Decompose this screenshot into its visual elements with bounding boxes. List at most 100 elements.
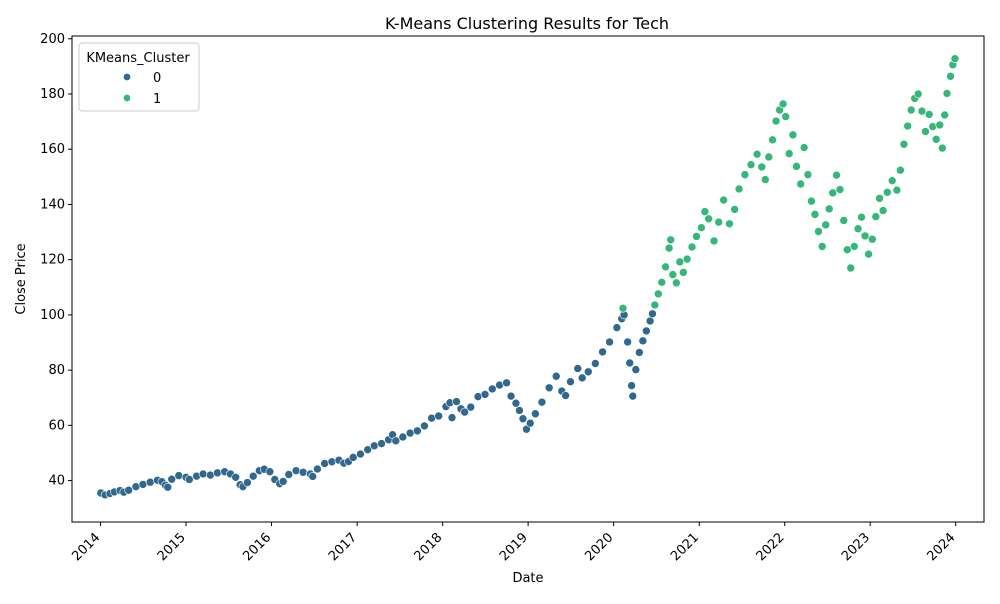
data-point-cluster-0 [573,364,583,373]
data-point-cluster-0 [327,457,337,467]
data-point-cluster-1 [618,303,628,313]
data-point-cluster-1 [849,242,859,251]
data-point-cluster-0 [369,441,379,451]
data-point-cluster-1 [835,185,845,194]
data-point-cluster-1 [650,300,660,310]
data-point-cluster-1 [935,120,945,130]
data-point-cluster-0 [566,377,575,387]
data-point-cluster-1 [682,254,692,264]
data-point-cluster-0 [298,467,308,477]
data-point-cluster-1 [730,205,739,214]
y-tick-label: 100 [40,308,65,323]
data-point-cluster-0 [291,466,301,475]
x-axis-label: Date [512,571,543,586]
data-point-cluster-1 [887,176,897,185]
data-point-cluster-1 [846,263,856,273]
data-point-cluster-0 [551,371,561,381]
chart-title: K-Means Clustering Results for Tech [385,14,669,33]
data-point-cluster-1 [725,219,734,229]
data-point-cluster-1 [817,242,827,251]
data-point-cluster-1 [668,270,678,279]
data-point-cluster-1 [771,116,781,126]
data-point-cluster-1 [757,162,767,172]
data-point-cluster-0 [460,407,469,417]
data-point-cluster-1 [950,54,960,63]
data-point-cluster-0 [447,413,457,422]
data-point-cluster-0 [420,421,429,431]
data-point-cluster-1 [832,170,841,180]
data-point-cluster-0 [348,453,358,462]
data-point-cluster-0 [598,347,607,357]
data-point-cluster-1 [664,243,674,253]
data-point-cluster-0 [248,471,258,481]
data-point-cluster-1 [740,170,750,179]
data-point-cluster-0 [405,428,415,438]
data-point-cluster-0 [612,323,622,332]
data-point-cluster-1 [864,249,873,259]
data-point-cluster-0 [544,383,554,393]
data-point-cluster-1 [788,130,798,140]
data-point-cluster-1 [810,210,820,219]
data-point-cluster-0 [185,475,194,484]
data-point-cluster-0 [278,477,288,486]
data-point-cluster-0 [167,474,177,484]
y-axis-label: Close Price [14,243,29,314]
data-point-cluster-0 [313,464,322,474]
data-point-cluster-1 [906,105,916,115]
legend-title: KMeans_Cluster [86,51,190,66]
data-point-cluster-0 [363,445,373,454]
y-tick-label: 180 [40,87,65,102]
data-point-cluster-0 [591,359,600,368]
data-point-cluster-1 [878,206,888,215]
data-point-cluster-1 [821,220,831,230]
data-point-cluster-0 [198,469,208,479]
data-point-cluster-0 [605,337,614,347]
data-point-cluster-0 [506,391,516,401]
data-point-cluster-1 [657,278,667,287]
data-point-cluster-1 [899,139,909,149]
data-point-cluster-1 [946,72,955,81]
data-point-cluster-0 [284,470,294,479]
data-point-cluster-1 [687,242,697,252]
data-point-cluster-0 [627,381,636,390]
legend-label-cluster-0: 0 [153,71,161,86]
y-axis-ticks: 40 60 80 100 120 140 160 180 200 [40,32,72,489]
data-point-cluster-1 [661,262,670,272]
data-point-cluster-0 [635,348,644,357]
data-point-cluster-0 [320,459,329,468]
data-point-cluster-0 [356,449,365,459]
data-point-cluster-0 [391,436,401,446]
data-point-cluster-1 [871,212,881,221]
data-point-cluster-0 [645,316,655,326]
data-point-cluster-1 [896,165,905,175]
data-point-cluster-1 [679,268,688,277]
y-tick-label: 60 [48,418,65,433]
data-point-cluster-1 [928,122,938,131]
data-point-cluster-1 [924,110,934,119]
data-point-cluster-0 [577,373,587,383]
data-point-cluster-0 [515,406,524,415]
data-point-cluster-1 [799,143,809,152]
data-point-cluster-1 [752,149,762,159]
data-point-cluster-1 [666,235,676,245]
data-point-cluster-1 [903,121,912,131]
y-tick-label: 40 [48,474,65,489]
data-point-cluster-1 [857,212,866,222]
data-point-cluster-1 [709,236,719,246]
data-point-cluster-0 [413,426,422,436]
data-point-cluster-1 [842,245,852,255]
data-point-cluster-0 [623,337,632,347]
legend-marker-cluster-1 [123,94,131,102]
data-point-cluster-1 [714,217,724,227]
data-point-cluster-1 [807,196,816,206]
data-point-cluster-1 [778,99,788,109]
data-point-cluster-1 [913,89,923,99]
y-tick-label: 80 [48,363,65,378]
data-point-cluster-1 [853,224,863,234]
data-point-cluster-0 [537,397,547,407]
data-point-cluster-1 [746,160,756,169]
data-point-cluster-1 [942,89,952,98]
data-point-cluster-1 [931,134,941,144]
data-point-cluster-0 [625,358,635,368]
